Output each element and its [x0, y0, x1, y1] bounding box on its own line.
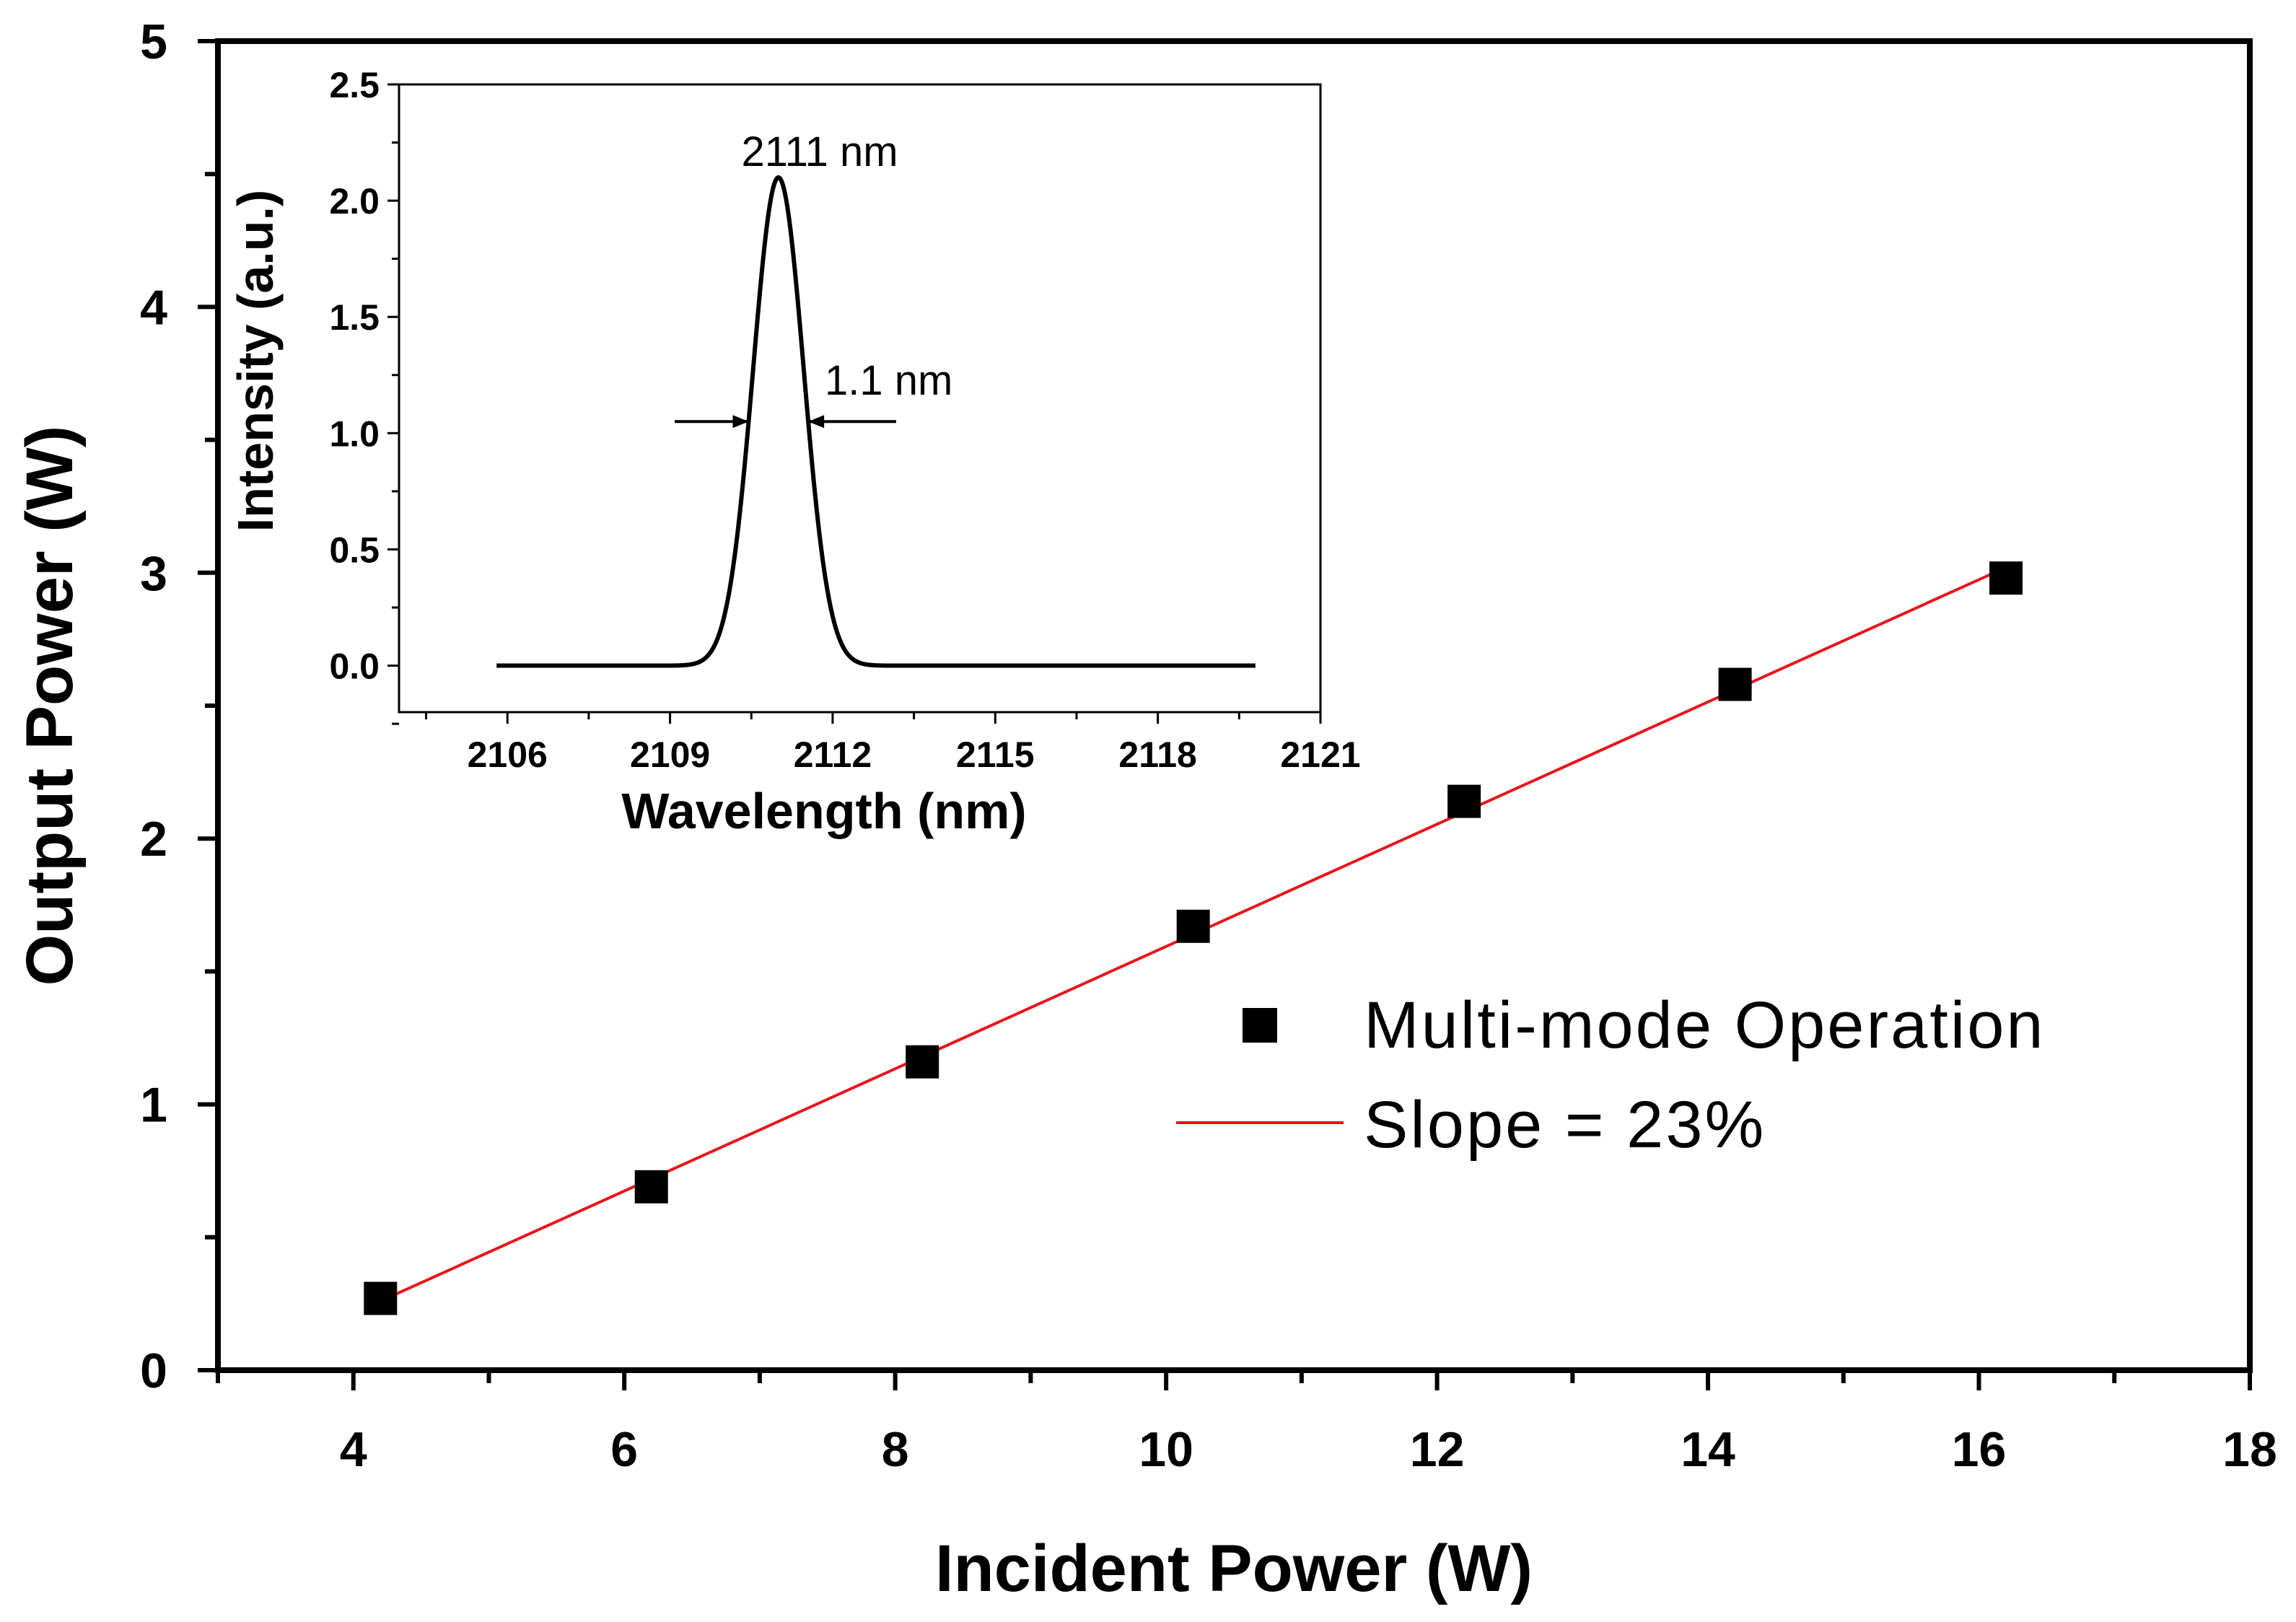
main-x-tick-label: 4 — [340, 1422, 367, 1477]
legend-label-multimode: Multi-mode Operation — [1364, 988, 2046, 1062]
main-x-tick-label: 8 — [882, 1422, 909, 1477]
inset-y-axis-title: Intensity (a.u.) — [227, 190, 284, 532]
inset-y-tick-label: 1.5 — [329, 297, 380, 338]
fwhm-right-arrowhead — [808, 415, 825, 429]
fwhm-left-arrowhead — [732, 415, 749, 429]
inset-tick-labels: 2106 2109 2112 2115 2118 2121 0.0 0.5 1.0 1.5 2.0 2… — [329, 65, 1360, 775]
data-point-marker — [1447, 784, 1481, 818]
main-y-tick-label: 4 — [140, 280, 167, 335]
data-point-marker — [634, 1170, 668, 1204]
main-y-tick-label: 1 — [140, 1078, 167, 1133]
inset-y-tick-label: 2.0 — [329, 181, 380, 222]
annotation-fwhm: 1.1 nm — [825, 357, 952, 404]
data-point-marker — [1989, 561, 2023, 595]
legend-marker-square — [1243, 1008, 1277, 1043]
main-ticks — [198, 39, 2252, 1390]
inset-frame — [398, 83, 1322, 714]
inset-y-tick-label: 1.0 — [329, 413, 380, 454]
fwhm-arrows — [675, 415, 896, 429]
data-point-marker — [1176, 909, 1210, 943]
inset-x-tick-label: 2112 — [794, 735, 872, 775]
data-point-marker — [1718, 667, 1752, 701]
main-y-tick-label: 2 — [140, 812, 167, 867]
main-x-tick-label: 14 — [1681, 1422, 1735, 1477]
main-x-tick-label: 12 — [1410, 1422, 1465, 1477]
main-y-tick-label: 0 — [140, 1343, 167, 1398]
main-x-axis-title: Incident Power (W) — [935, 1532, 1533, 1605]
inset-plot: 2106 2109 2112 2115 2118 2121 0.0 0.5 1.0 1.5 2.0 2… — [227, 65, 1361, 839]
main-y-tick-label: 5 — [140, 14, 167, 69]
inset-x-tick-label: 2121 — [1280, 735, 1360, 775]
inset-x-axis-title: Wavelength (nm) — [621, 783, 1026, 839]
inset-x-tick-label: 2115 — [956, 735, 1034, 775]
inset-y-tick-label: 2.5 — [329, 65, 380, 105]
markers — [364, 561, 2023, 1315]
spectrum-curve — [496, 175, 1256, 668]
inset-x-tick-label: 2109 — [630, 735, 710, 775]
legend-label-slope: Slope = 23% — [1364, 1088, 1766, 1162]
main-x-tick-label: 6 — [610, 1422, 638, 1477]
legend: Multi-mode Operation Slope = 23% — [1176, 988, 2046, 1162]
annotation-peak-wavelength: 2111 nm — [741, 128, 898, 175]
main-x-tick-label: 10 — [1139, 1422, 1193, 1477]
main-x-tick-label: 16 — [1952, 1422, 2007, 1477]
inset-x-tick-label: 2118 — [1118, 735, 1196, 775]
inset-x-tick-label: 2106 — [468, 735, 548, 775]
inset-ticks — [387, 83, 1322, 725]
main-y-axis-title: Output Power (W) — [13, 426, 87, 986]
main-x-tick-label: 18 — [2222, 1422, 2277, 1477]
main-y-tick-label: 3 — [140, 546, 167, 601]
data-point-marker — [364, 1281, 398, 1315]
inset-y-tick-label: 0.0 — [329, 646, 380, 687]
data-point-marker — [906, 1045, 939, 1079]
inset-y-tick-label: 0.5 — [329, 530, 380, 570]
